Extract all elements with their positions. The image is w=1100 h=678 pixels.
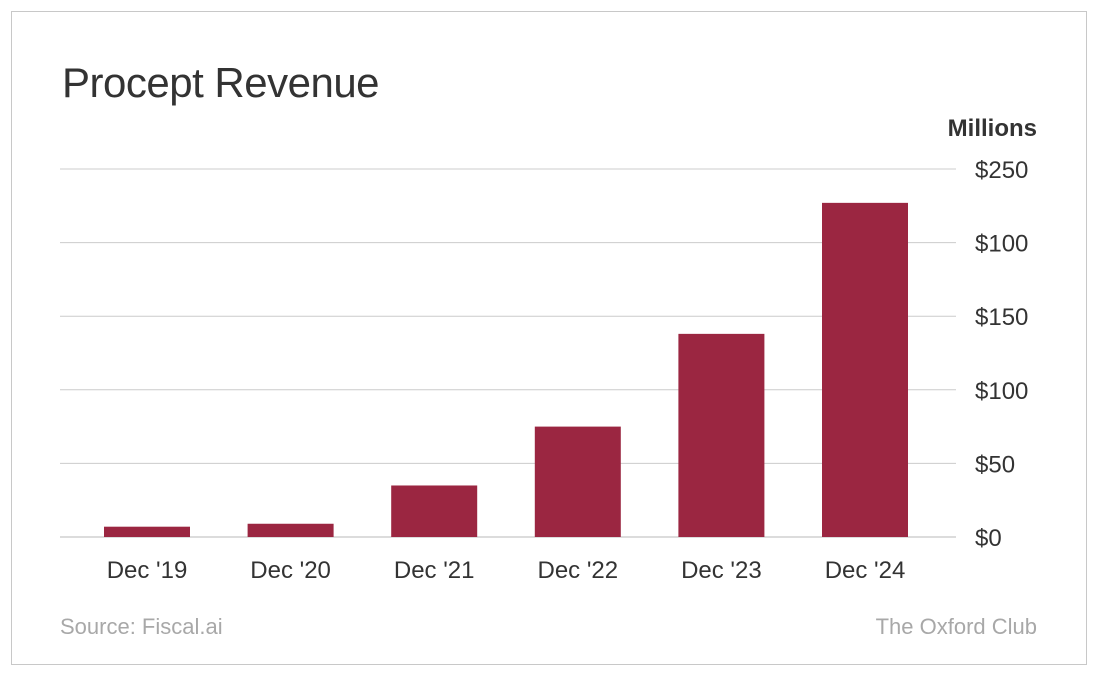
y-tick-label: $150 [975, 304, 1028, 331]
y-tick-label: $50 [975, 451, 1015, 478]
x-tick-label: Dec '21 [394, 557, 475, 584]
bar [822, 202, 908, 537]
bar [104, 526, 190, 537]
x-tick-label: Dec '20 [250, 557, 331, 584]
y-tick-label: $100 [975, 378, 1028, 405]
y-tick-label: $250 [975, 157, 1028, 184]
bar [534, 426, 621, 537]
source-note: Source: Fiscal.ai [60, 614, 223, 639]
chart-title: Procept Revenue [62, 59, 380, 106]
bar [391, 485, 478, 537]
x-tick-label: Dec '23 [681, 557, 762, 584]
publisher-credit: The Oxford Club [875, 614, 1037, 639]
bar [678, 333, 765, 537]
x-tick-label: Dec '19 [107, 557, 188, 584]
x-tick-label: Dec '22 [537, 557, 618, 584]
y-tick-label: $0 [975, 525, 1002, 552]
bar [247, 523, 334, 537]
y-axis-units-label: Millions [947, 115, 1037, 142]
y-tick-label: $100 [975, 231, 1028, 258]
x-tick-label: Dec '24 [825, 557, 906, 584]
